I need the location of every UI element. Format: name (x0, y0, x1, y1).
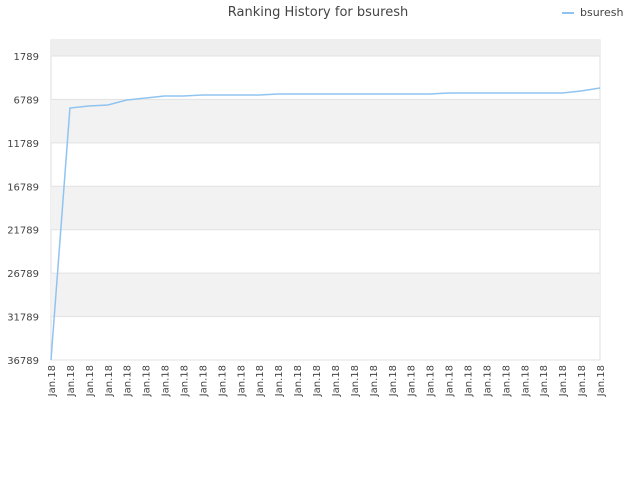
chart-title: Ranking History for bsuresh (228, 5, 408, 20)
x-tick-label: Jan.18 (161, 365, 172, 397)
grid-band (51, 99, 600, 143)
x-tick-label: Jan.18 (539, 365, 550, 397)
x-tick-label: Jan.18 (142, 365, 153, 397)
x-tick-label: Jan.18 (236, 365, 247, 397)
grid-band (51, 273, 600, 317)
x-tick-label: Jan.18 (596, 365, 607, 397)
y-tick-label: 6789 (14, 95, 39, 106)
x-tick-label: Jan.18 (445, 365, 456, 397)
x-tick-label: Jan.18 (47, 365, 58, 397)
x-tick-label: Jan.18 (85, 365, 96, 397)
x-tick-label: Jan.18 (482, 365, 493, 397)
x-tick-label: Jan.18 (463, 365, 474, 397)
x-tick-label: Jan.18 (66, 365, 77, 397)
x-tick-label: Jan.18 (274, 365, 285, 397)
y-tick-label: 36789 (7, 356, 39, 367)
x-tick-label: Jan.18 (331, 365, 342, 397)
x-tick-label: Jan.18 (180, 365, 191, 397)
x-tick-label: Jan.18 (293, 365, 304, 397)
x-tick-label: Jan.18 (198, 365, 209, 397)
x-tick-label: Jan.18 (123, 365, 134, 397)
grid-band (51, 40, 600, 56)
x-tick-label: Jan.18 (369, 365, 380, 397)
legend[interactable]: bsuresh (562, 6, 623, 19)
x-tick-label: Jan.18 (217, 365, 228, 397)
y-tick-label: 11789 (7, 139, 39, 150)
x-tick-label: Jan.18 (350, 365, 361, 397)
y-tick-label: 1789 (14, 52, 39, 63)
x-tick-label: Jan.18 (388, 365, 399, 397)
y-tick-label: 26789 (7, 269, 39, 280)
x-tick-label: Jan.18 (501, 365, 512, 397)
series-line (50, 87, 601, 361)
y-tick-label: 31789 (7, 313, 39, 324)
y-tick-label: 21789 (7, 226, 39, 237)
y-tick-label: 16789 (7, 182, 39, 193)
x-tick-label: Jan.18 (558, 365, 569, 397)
legend-label: bsuresh (580, 6, 623, 19)
x-tick-label: Jan.18 (255, 365, 266, 397)
grid-band (51, 186, 600, 230)
x-tick-label: Jan.18 (520, 365, 531, 397)
x-tick-label: Jan.18 (426, 365, 437, 397)
x-tick-label: Jan.18 (312, 365, 323, 397)
x-tick-label: Jan.18 (407, 365, 418, 397)
x-tick-label: Jan.18 (577, 365, 588, 397)
x-tick-label: Jan.18 (104, 365, 115, 397)
